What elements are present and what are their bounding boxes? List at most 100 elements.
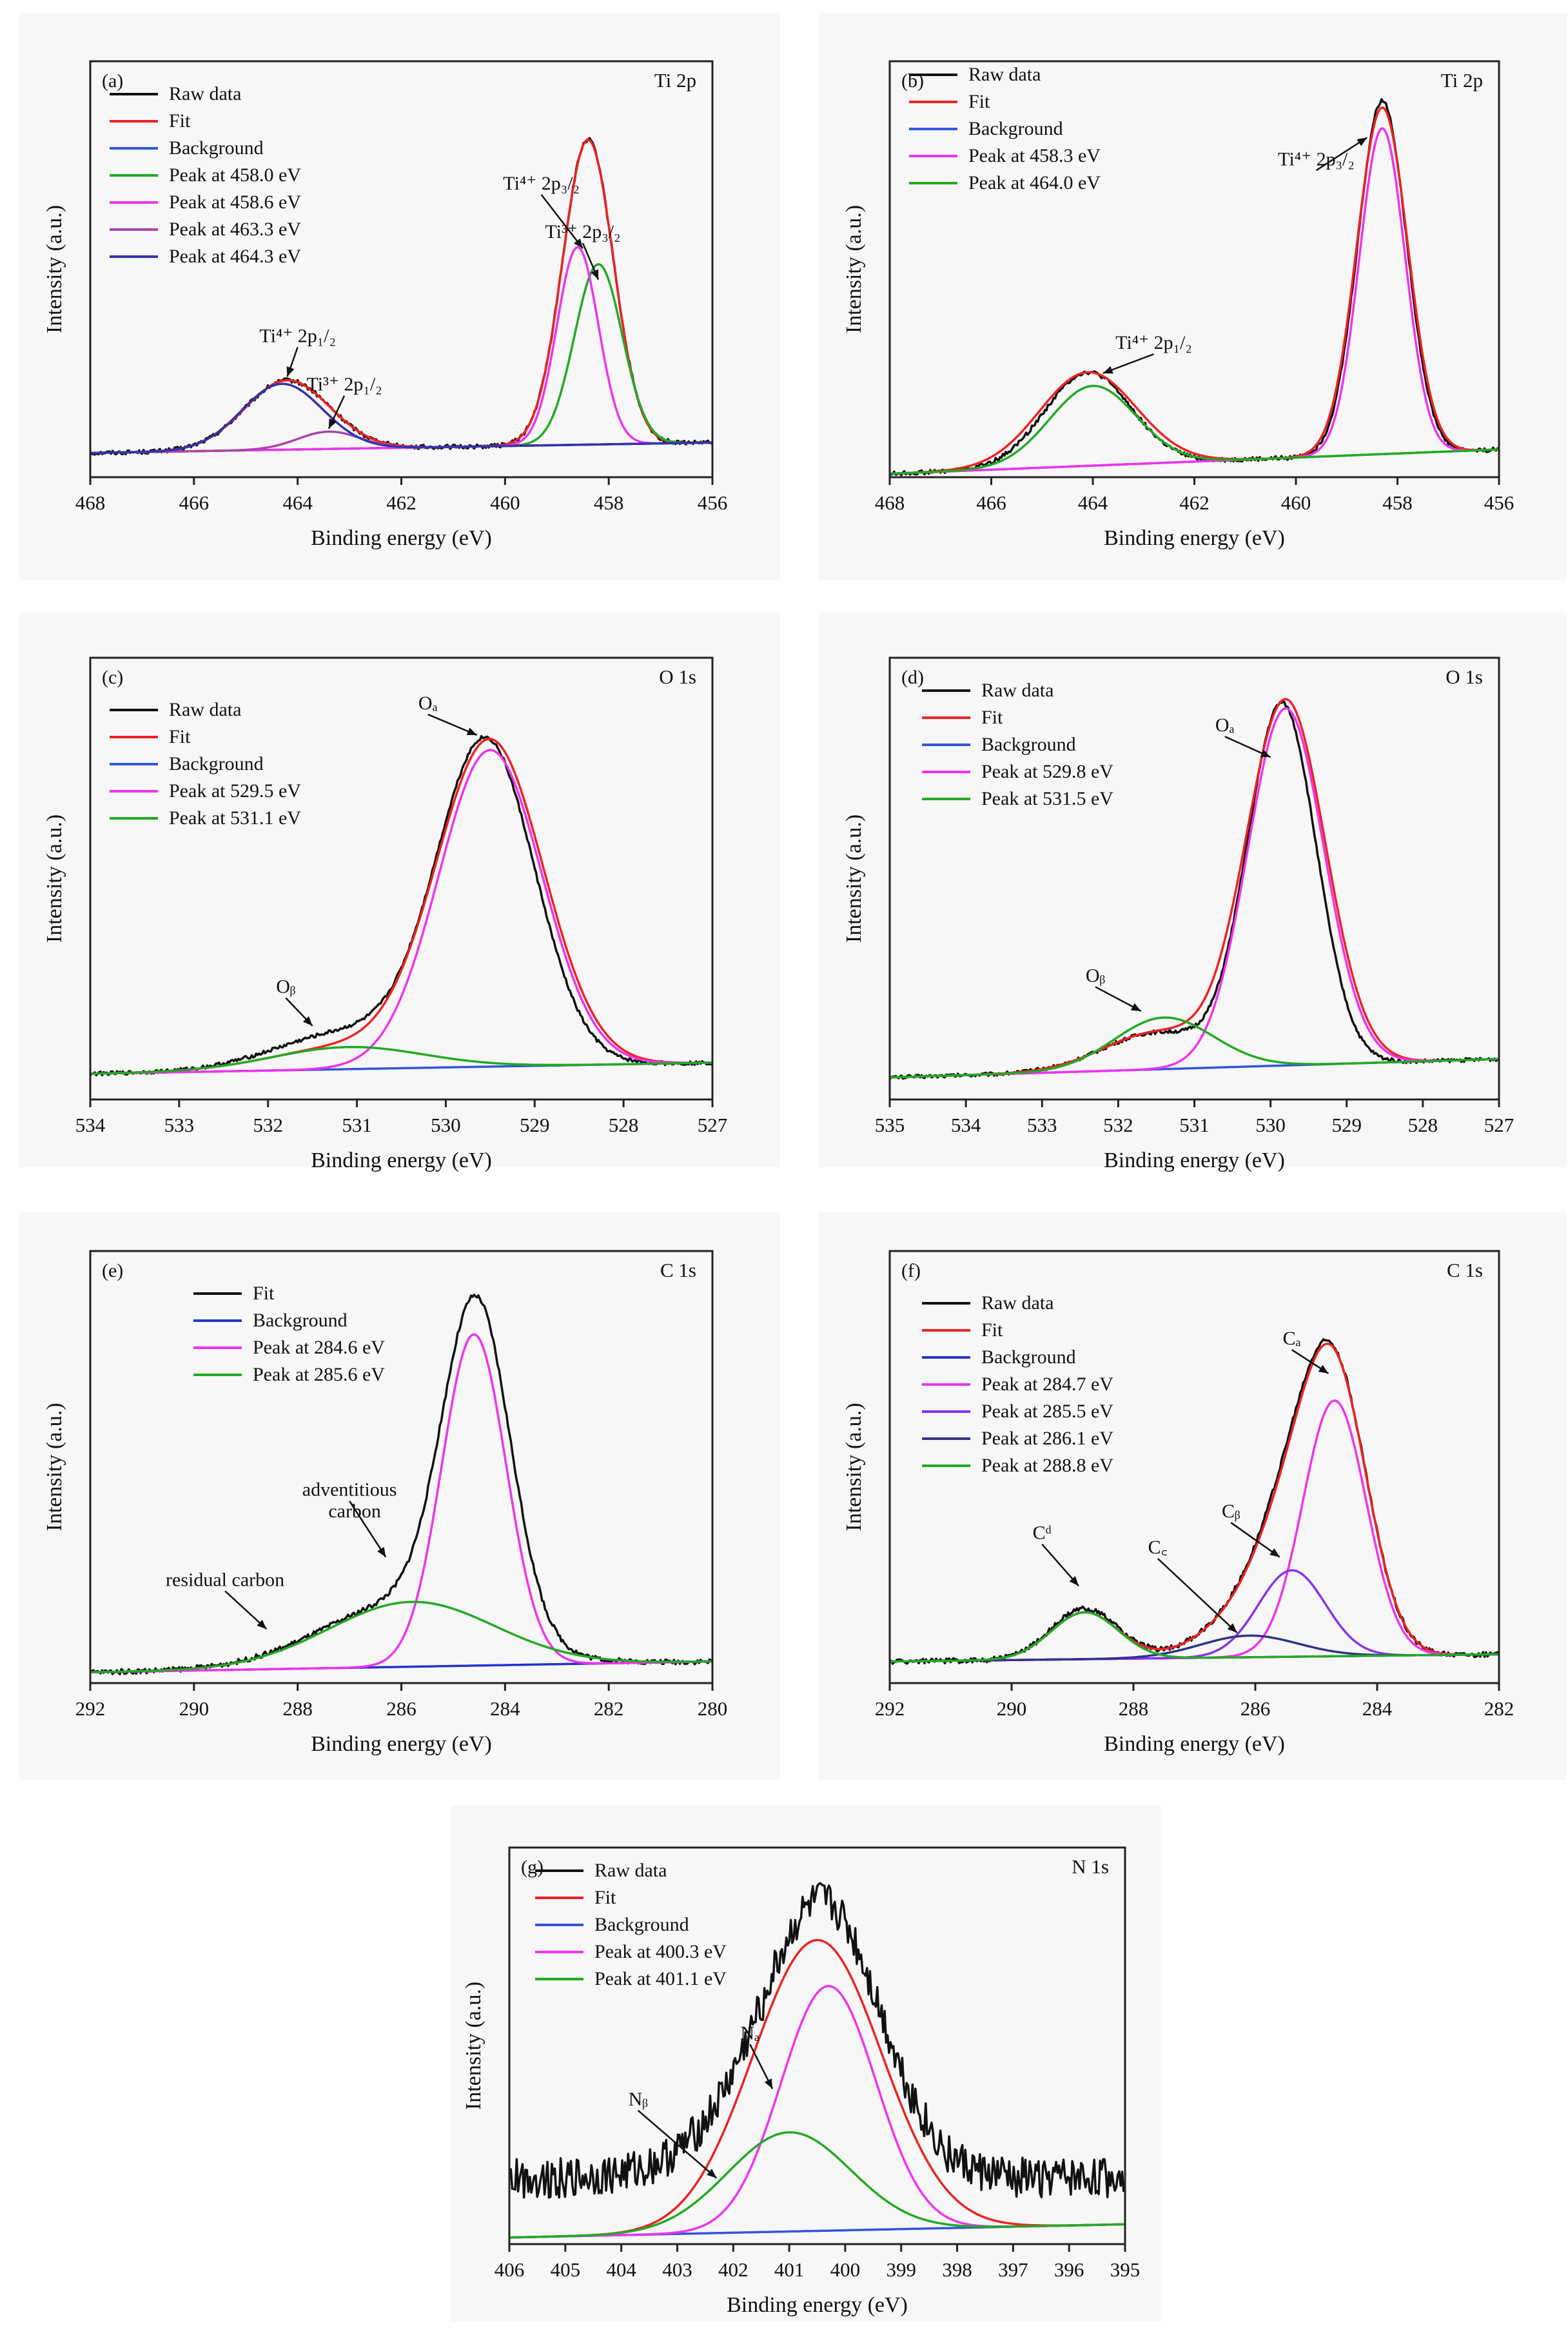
panel-g-annotation-arrowhead-0 (764, 2078, 773, 2089)
panel-f-legend-label-0: Raw data (981, 1292, 1054, 1314)
panel-e-title: C 1s (660, 1259, 696, 1281)
panel-g-xtick-label-1: 405 (551, 2258, 581, 2281)
panel-d-xtick-label-3: 532 (1103, 1114, 1133, 1136)
panel-b-xtick-label-6: 456 (1484, 491, 1514, 514)
panel-c-tag: (c) (102, 667, 123, 688)
panel-g-xtick-label-6: 400 (830, 2258, 861, 2281)
panel-e-legend-label-1: Background (253, 1310, 348, 1331)
panel-c-xtick-label-1: 533 (164, 1114, 195, 1136)
panel-a-background (19, 13, 780, 580)
panel-c-ylabel: Intensity (a.u.) (43, 814, 66, 943)
panel-d-legend-label-0: Raw data (981, 680, 1054, 701)
panel-e-tag: (e) (102, 1260, 123, 1281)
panel-f-background (819, 1212, 1567, 1780)
panel-f-annotation-arrow-2 (1157, 1558, 1238, 1633)
panel-c-legend-label-2: Background (169, 753, 264, 774)
panel-f-annotation-arrowhead-3 (1069, 1576, 1079, 1586)
panel-b-title: Ti 2p (1441, 69, 1483, 92)
panel-f-xtick-label-4: 284 (1362, 1697, 1393, 1720)
panel-a-legend-label-4: Peak at 458.6 eV (169, 192, 301, 213)
panel-f-legend-label-4: Peak at 285.5 eV (981, 1401, 1113, 1422)
panel-d-xtick-label-2: 533 (1027, 1114, 1057, 1136)
panel-e-annotation-2: residual carbon (166, 1569, 284, 1590)
panel-d-legend-label-4: Peak at 531.5 eV (981, 788, 1113, 809)
panel-c-xtick-label-4: 530 (431, 1114, 461, 1136)
panel-a-xtick-label-4: 460 (490, 491, 520, 514)
panel-g-xtick-label-0: 406 (495, 2258, 525, 2281)
panel-c-legend-label-1: Fit (169, 726, 191, 747)
panel-b-legend-label-4: Peak at 464.0 eV (968, 172, 1101, 193)
panel-d-annotation-0: Oₐ (1215, 715, 1235, 736)
panel-a-legend-label-6: Peak at 464.3 eV (169, 246, 301, 267)
panel-f-xtick-label-3: 286 (1240, 1697, 1271, 1720)
panel-a-annotation-2: Ti⁴⁺ 2p₁/₂ (259, 325, 336, 346)
panel-a-annotation-arrowhead-1 (591, 269, 599, 280)
panel-d-legend-label-1: Fit (981, 707, 1003, 728)
panel-d-tag: (d) (901, 667, 924, 688)
panel-g-xtick-label-3: 403 (662, 2258, 692, 2281)
panel-b-annotation-arrowhead-1 (1102, 366, 1113, 374)
panel-e-xtick-label-6: 280 (698, 1697, 728, 1720)
panel-g-series-4 (509, 2131, 1126, 2239)
panel-c-xtick-label-2: 532 (253, 1114, 283, 1136)
panel-d-annotation-arrowhead-0 (1260, 749, 1271, 758)
panel-b-xlabel: Binding energy (eV) (1104, 526, 1285, 550)
panel-d-xtick-label-6: 529 (1332, 1114, 1362, 1136)
panel-b-xtick-label-5: 458 (1382, 491, 1413, 514)
panel-g-xtick-label-8: 398 (942, 2258, 972, 2281)
panel-a-xtick-label-6: 456 (698, 491, 728, 514)
panel-g-xtick-label-5: 401 (774, 2258, 805, 2281)
panel-g-title: N 1s (1072, 1855, 1109, 1878)
panel-f-legend-label-1: Fit (981, 1319, 1003, 1341)
panel-c-xtick-label-0: 534 (75, 1114, 106, 1136)
panel-d-xtick-label-8: 527 (1484, 1114, 1514, 1136)
panel-g-xtick-label-2: 404 (606, 2258, 636, 2281)
panel-c-series-4 (90, 1045, 713, 1075)
panel-g-xtick-label-4: 402 (718, 2258, 749, 2281)
panel-e-legend-label-3: Peak at 285.6 eV (253, 1364, 385, 1385)
panel-d-xtick-label-7: 528 (1408, 1114, 1438, 1136)
panel-f-annotation-arrowhead-1 (1269, 1548, 1280, 1557)
panel-a-legend-label-0: Raw data (169, 83, 241, 104)
panel-a-series-6 (90, 382, 712, 455)
panel-d-annotation-1: Oᵦ (1086, 965, 1106, 986)
panel-f-xtick-label-1: 290 (997, 1697, 1027, 1720)
panel-d-xtick-label-0: 535 (875, 1114, 905, 1136)
panel-d-ylabel: Intensity (a.u.) (842, 814, 866, 943)
panel-c-xtick-label-7: 527 (698, 1114, 728, 1136)
panel-g-annotation-arrow-1 (637, 2109, 718, 2179)
panel-f-legend-label-2: Background (981, 1346, 1076, 1368)
panel-g-xtick-label-9: 397 (998, 2258, 1028, 2281)
panel-g-legend-label-2: Background (594, 1914, 689, 1935)
panel-b-annotation-0: Ti⁴⁺ 2p₃/₂ (1278, 148, 1355, 170)
panel-a-legend-label-2: Background (169, 137, 264, 159)
panel-e-ylabel: Intensity (a.u.) (43, 1403, 66, 1531)
panel-e-annotation-arrowhead-2 (257, 1619, 267, 1630)
panel-c-xtick-label-3: 531 (342, 1114, 372, 1136)
panel-a-ylabel: Intensity (a.u.) (43, 205, 66, 333)
panel-b-xtick-label-1: 466 (976, 491, 1006, 514)
panel-g-legend-label-4: Peak at 401.1 eV (594, 1968, 727, 1989)
panel-f-plot-frame (888, 1250, 1500, 1684)
panel-c-plot-frame (89, 656, 714, 1101)
panel-a-annotation-1: Ti³⁺ 2p₃/₂ (545, 221, 620, 242)
panel-a-title: Ti 2p (654, 69, 696, 92)
panel-f-annotation-arrowhead-2 (1227, 1623, 1237, 1633)
panel-a-xtick-label-1: 466 (179, 491, 210, 514)
panel-c-legend-label-4: Peak at 531.1 eV (169, 807, 301, 829)
panel-c-series-3 (90, 749, 712, 1075)
panel-d-title: O 1s (1446, 665, 1483, 688)
panel-f-legend-label-6: Peak at 288.8 eV (981, 1455, 1113, 1476)
panel-a-annotation-arrow-0 (540, 194, 583, 250)
panel-c-xtick-label-6: 528 (609, 1114, 639, 1136)
panel-f-xtick-label-2: 288 (1119, 1697, 1149, 1720)
panel-g-annotation-arrowhead-1 (706, 2169, 717, 2178)
panel-g-tag: (g) (521, 1857, 544, 1878)
panel-e-legend-label-0: Fit (253, 1283, 275, 1304)
panel-c-annotation-1: Oᵦ (276, 976, 296, 997)
panel-d-xtick-label-4: 531 (1179, 1114, 1210, 1136)
panel-a-xtick-label-0: 468 (75, 491, 106, 514)
panel-g-legend-label-3: Peak at 400.3 eV (594, 1941, 727, 1962)
panel-c-title: O 1s (659, 665, 696, 688)
